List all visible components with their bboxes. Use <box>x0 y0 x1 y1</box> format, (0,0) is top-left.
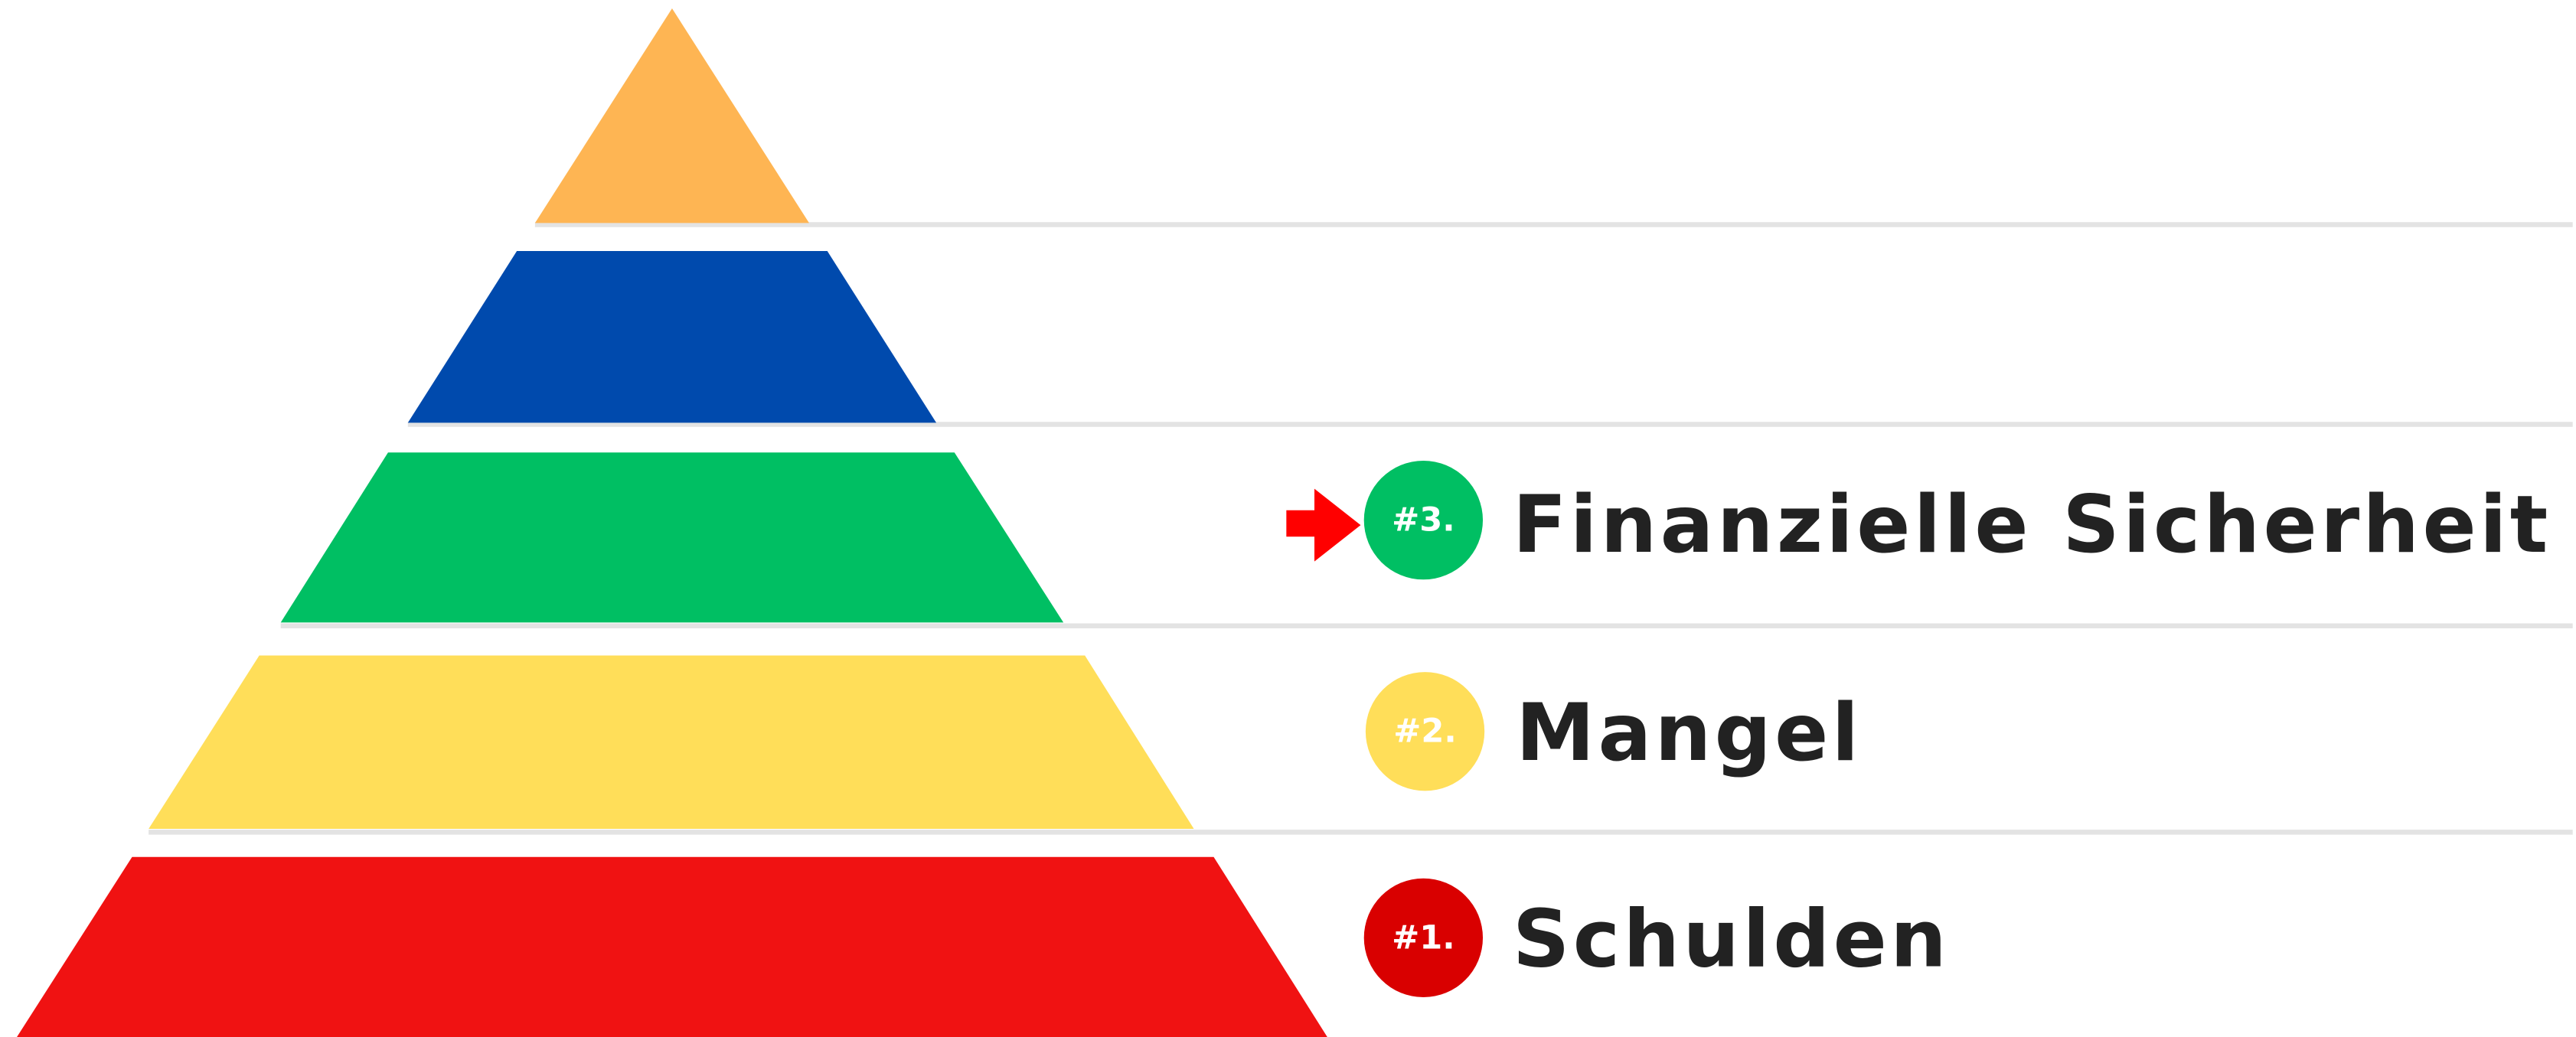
level-label: Schulden <box>1513 894 1950 986</box>
badge-circle <box>1363 878 1484 998</box>
badge-circle <box>1363 461 1484 580</box>
badge-text: #1. <box>1392 918 1455 957</box>
tier-yellow <box>149 655 1194 830</box>
level-label: Finanzielle Sicherheit <box>1513 479 2552 571</box>
badge-text: #2. <box>1393 713 1457 751</box>
tier-green <box>280 452 1064 623</box>
badge-text: #3. <box>1392 501 1455 540</box>
badge-circle <box>1365 672 1485 791</box>
tier-top <box>534 8 809 223</box>
tier-blue <box>407 251 937 423</box>
arrow <box>1286 488 1361 562</box>
level-label: Mangel <box>1516 687 1862 779</box>
tier-red <box>17 856 1327 1037</box>
